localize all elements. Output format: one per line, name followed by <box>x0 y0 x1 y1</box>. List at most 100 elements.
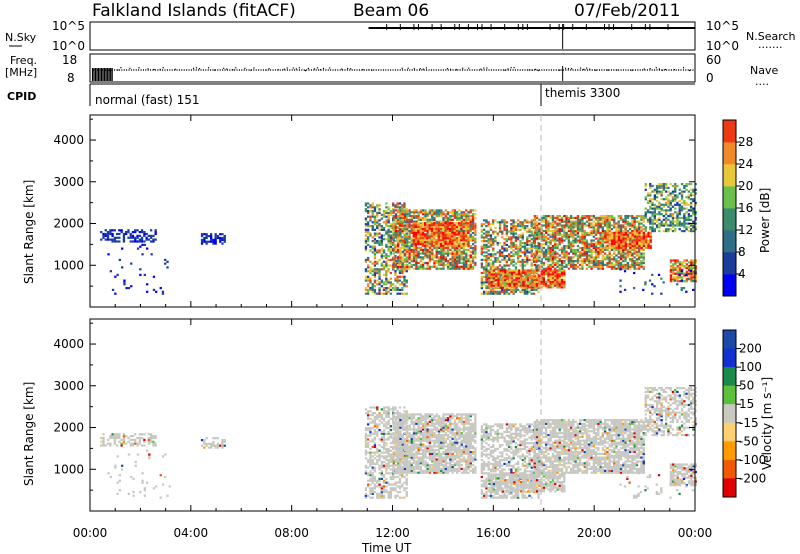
range-gate-cell <box>471 248 475 251</box>
range-gate-cell <box>574 241 577 244</box>
range-gate-cell <box>644 281 647 284</box>
range-gate-cell <box>433 222 436 225</box>
range-gate-cell <box>535 275 539 278</box>
range-gate-cell <box>496 266 499 269</box>
range-gate-cell <box>154 436 157 440</box>
range-gate-cell <box>683 199 686 203</box>
range-gate-cell <box>396 204 399 207</box>
range-gate-cell <box>644 211 647 214</box>
range-gate-cell <box>433 233 436 236</box>
range-gate-cell <box>504 282 507 285</box>
range-gate-cell <box>369 215 372 218</box>
range-gate-cell <box>435 267 438 270</box>
range-gate-cell <box>554 282 557 285</box>
range-gate-cell <box>125 435 128 438</box>
range-gate-cell <box>480 228 483 231</box>
range-gate-cell <box>669 220 672 223</box>
nave-dot <box>643 68 645 70</box>
range-gate-cell <box>422 213 425 216</box>
range-gate-cell <box>364 245 368 248</box>
range-gate-cell <box>554 239 557 242</box>
range-gate-cell <box>401 231 404 235</box>
range-gate-cell <box>364 489 368 492</box>
range-gate-cell <box>570 265 573 268</box>
range-gate-cell <box>692 272 695 275</box>
range-gate-cell <box>437 220 441 223</box>
range-gate-cell <box>683 274 686 277</box>
range-gate-cell <box>428 211 432 214</box>
range-gate-cell <box>685 280 688 283</box>
range-gate-cell <box>456 246 459 250</box>
range-gate-cell <box>530 262 533 265</box>
range-gate-cell <box>428 213 432 216</box>
range-gate-cell <box>464 223 468 227</box>
range-gate-cell <box>644 216 647 219</box>
range-gate-cell <box>640 260 643 263</box>
range-gate-cell <box>426 265 429 268</box>
range-gate-cell <box>367 236 370 239</box>
range-gate-cell <box>369 492 372 495</box>
nave-dot <box>192 67 195 69</box>
range-gate-cell <box>512 258 515 261</box>
range-gate-cell <box>651 213 654 216</box>
range-gate-cell <box>592 215 595 218</box>
range-gate-cell <box>510 255 513 258</box>
power-colorbar-tick-label: 20 <box>738 179 753 193</box>
range-gate-cell <box>649 198 652 201</box>
range-gate-cell <box>567 235 570 238</box>
range-gate-cell <box>556 263 559 266</box>
range-gate-cell <box>467 229 470 232</box>
range-gate-cell <box>599 267 602 270</box>
range-gate-cell <box>649 239 652 242</box>
range-gate-cell <box>205 442 208 445</box>
range-gate-cell <box>615 239 618 242</box>
range-gate-cell <box>626 254 629 257</box>
range-gate-cell <box>526 271 530 274</box>
range-gate-cell <box>638 231 641 234</box>
range-gate-cell <box>114 292 117 295</box>
range-gate-cell <box>401 237 404 240</box>
range-gate-cell <box>517 258 520 261</box>
range-gate-cell <box>214 238 217 241</box>
range-gate-cell <box>660 220 663 223</box>
range-gate-cell <box>549 241 552 244</box>
range-gate-cell <box>387 225 390 228</box>
range-gate-cell <box>678 272 682 275</box>
range-gate-cell <box>681 265 684 268</box>
range-gate-cell <box>446 254 450 257</box>
range-gate-cell <box>622 252 625 255</box>
range-gate-cell <box>622 235 625 238</box>
range-gate-cell <box>640 242 643 246</box>
range-gate-cell <box>498 226 502 230</box>
range-gate-cell <box>692 207 695 210</box>
range-gate-cell <box>671 222 675 225</box>
range-gate-cell <box>601 260 604 263</box>
range-gate-cell <box>442 229 445 232</box>
range-gate-cell <box>624 231 627 234</box>
range-gate-cell <box>583 258 586 261</box>
range-gate-cell <box>563 220 566 223</box>
range-gate-cell <box>617 228 620 231</box>
range-gate-cell <box>387 211 390 214</box>
range-gate-cell <box>549 256 552 259</box>
range-gate-cell <box>533 269 536 272</box>
range-gate-cell <box>121 468 124 471</box>
range-gate-cell <box>456 218 459 221</box>
range-gate-cell <box>514 266 518 269</box>
range-gate-cell <box>653 190 656 193</box>
range-gate-cell <box>547 271 550 274</box>
range-gate-cell <box>515 286 518 289</box>
range-gate-cell <box>642 224 645 227</box>
range-gate-cell <box>419 218 422 221</box>
range-gate-cell <box>683 272 686 275</box>
range-gate-cell <box>462 240 465 243</box>
range-gate-cell <box>492 247 495 250</box>
nave-dot <box>350 68 352 70</box>
range-gate-cell <box>469 235 472 238</box>
range-gate-cell <box>373 238 377 241</box>
range-gate-cell <box>640 239 643 242</box>
range-gate-cell <box>563 284 566 287</box>
range-gate-cell <box>428 240 431 243</box>
range-gate-cell <box>581 265 584 268</box>
range-gate-cell <box>533 220 536 223</box>
